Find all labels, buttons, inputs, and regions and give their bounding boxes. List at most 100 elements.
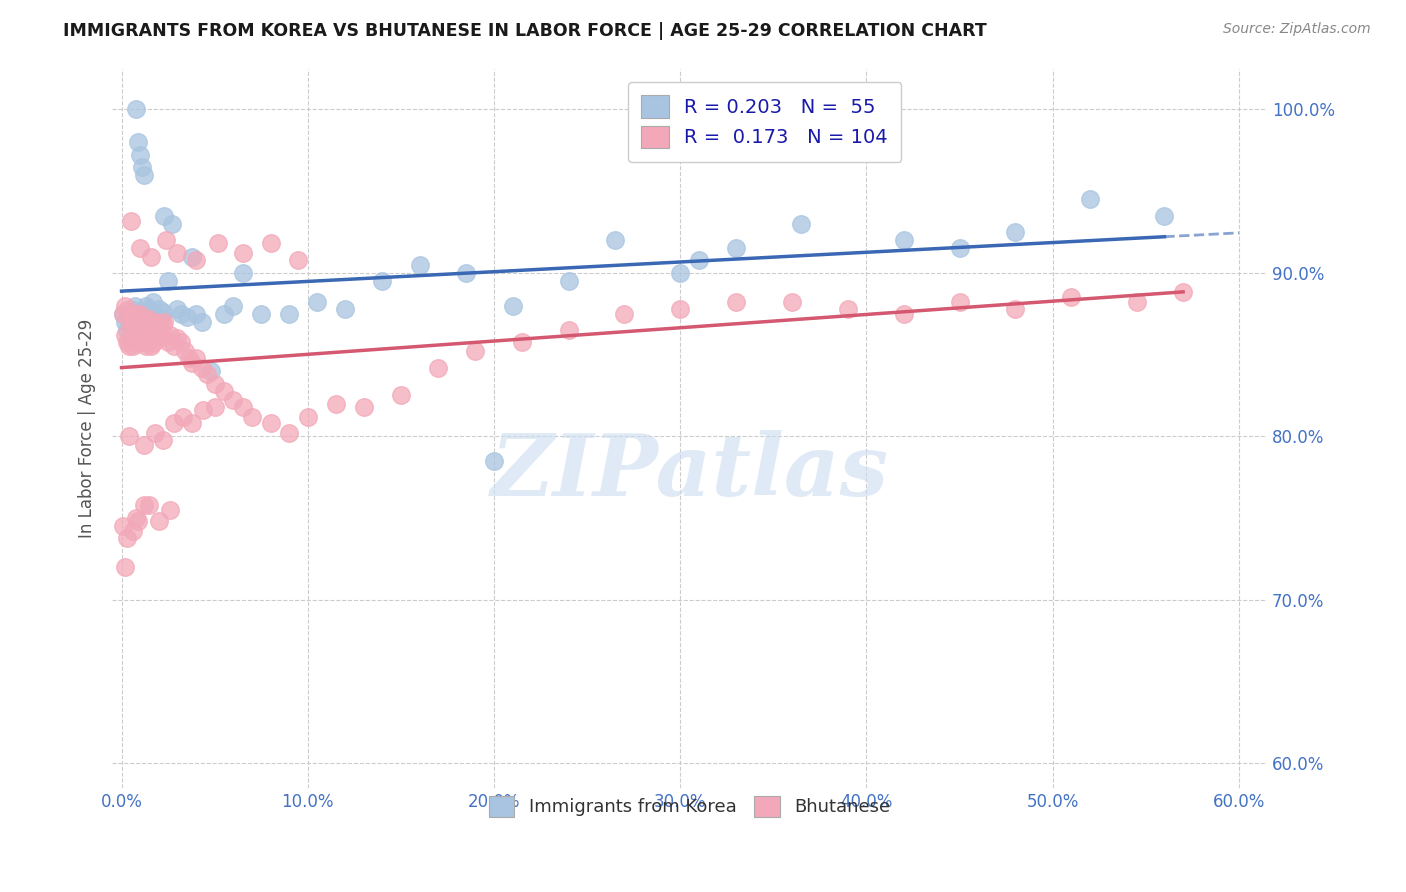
Point: [143, 426, 166, 441]
Point: [212, 384, 235, 398]
Point: [166, 246, 188, 260]
Point: [389, 388, 412, 402]
Point: [166, 331, 188, 345]
Point: [157, 274, 180, 288]
Point: [120, 318, 142, 333]
Point: [143, 307, 166, 321]
Point: [146, 315, 169, 329]
Point: [129, 307, 152, 321]
Point: [118, 311, 141, 326]
Point: [250, 307, 273, 321]
Point: [112, 519, 135, 533]
Point: [212, 307, 235, 321]
Point: [204, 400, 226, 414]
Point: [141, 250, 163, 264]
Point: [949, 241, 972, 255]
Point: [121, 303, 143, 318]
Point: [163, 417, 186, 431]
Point: [120, 331, 142, 345]
Point: [222, 393, 245, 408]
Point: [129, 328, 152, 343]
Point: [136, 307, 159, 321]
Point: [135, 339, 157, 353]
Point: [142, 328, 165, 343]
Point: [141, 318, 163, 333]
Point: [148, 515, 170, 529]
Point: [112, 307, 135, 321]
Text: ZIPatlas: ZIPatlas: [491, 430, 889, 513]
Point: [510, 334, 533, 349]
Point: [138, 301, 160, 316]
Point: [222, 299, 245, 313]
Point: [131, 160, 153, 174]
Point: [132, 168, 155, 182]
Point: [502, 299, 524, 313]
Point: [124, 315, 146, 329]
Point: [157, 334, 180, 349]
Point: [1004, 225, 1026, 239]
Point: [1153, 209, 1175, 223]
Point: [181, 417, 204, 431]
Point: [725, 241, 748, 255]
Point: [163, 339, 186, 353]
Point: [240, 409, 263, 424]
Point: [190, 360, 212, 375]
Point: [427, 360, 450, 375]
Point: [278, 426, 301, 441]
Point: [170, 307, 193, 321]
Point: [135, 299, 157, 313]
Point: [132, 437, 155, 451]
Point: [153, 315, 176, 329]
Point: [454, 266, 477, 280]
Point: [287, 252, 309, 267]
Point: [181, 250, 204, 264]
Point: [115, 531, 138, 545]
Point: [142, 295, 165, 310]
Point: [112, 307, 135, 321]
Point: [1004, 301, 1026, 316]
Point: [204, 377, 226, 392]
Point: [159, 328, 181, 343]
Point: [121, 524, 143, 539]
Point: [115, 334, 138, 349]
Point: [153, 209, 176, 223]
Point: [557, 323, 579, 337]
Point: [482, 454, 505, 468]
Point: [176, 310, 198, 324]
Point: [131, 334, 153, 349]
Point: [1171, 285, 1194, 300]
Point: [307, 295, 329, 310]
Point: [232, 400, 254, 414]
Point: [259, 417, 281, 431]
Point: [118, 311, 141, 326]
Point: [115, 323, 138, 337]
Point: [152, 318, 174, 333]
Point: [132, 331, 155, 345]
Y-axis label: In Labor Force | Age 25-29: In Labor Force | Age 25-29: [79, 318, 96, 538]
Point: [193, 403, 215, 417]
Point: [159, 503, 181, 517]
Point: [131, 315, 153, 329]
Point: [118, 429, 141, 443]
Text: IMMIGRANTS FROM KOREA VS BHUTANESE IN LABOR FORCE | AGE 25-29 CORRELATION CHART: IMMIGRANTS FROM KOREA VS BHUTANESE IN LA…: [63, 22, 987, 40]
Point: [142, 336, 165, 351]
Point: [1125, 295, 1147, 310]
Point: [232, 246, 254, 260]
Point: [603, 233, 626, 247]
Point: [114, 299, 136, 313]
Point: [780, 295, 803, 310]
Point: [129, 241, 152, 255]
Point: [132, 311, 155, 326]
Point: [725, 295, 748, 310]
Point: [371, 274, 394, 288]
Point: [120, 318, 142, 333]
Point: [170, 334, 193, 349]
Point: [949, 295, 972, 310]
Point: [129, 148, 152, 162]
Point: [177, 351, 200, 365]
Point: [688, 252, 710, 267]
Point: [207, 236, 229, 251]
Point: [353, 400, 375, 414]
Point: [464, 344, 486, 359]
Point: [184, 307, 207, 321]
